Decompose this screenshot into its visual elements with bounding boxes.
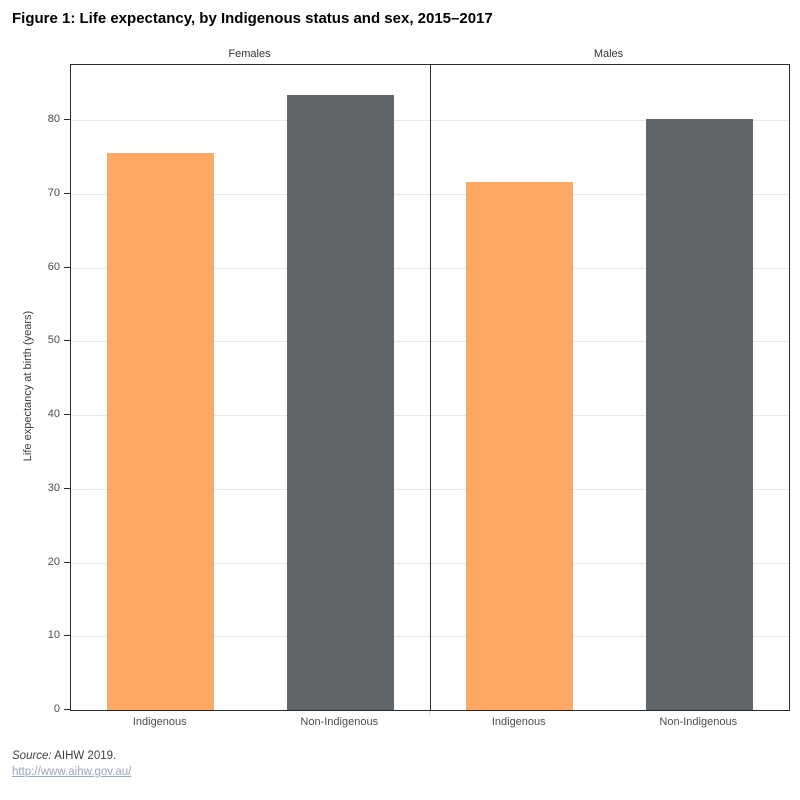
plot-area: [70, 64, 790, 711]
panel-divider: [430, 65, 431, 710]
panel-label-row: Females Males: [70, 46, 788, 62]
x-axis-tick: [429, 711, 430, 715]
y-tick-label-30: 30: [47, 481, 60, 494]
y-tick-label-10: 10: [47, 629, 60, 642]
y-tick-0: [64, 709, 70, 710]
x-label-males-non-indigenous: Non-Indigenous: [659, 716, 738, 728]
y-tick-70: [64, 193, 70, 194]
page-title: Figure 1: Life expectancy, by Indigenous…: [12, 10, 493, 27]
x-label-females-non-indigenous: Non-Indigenous: [300, 716, 379, 728]
y-tick-label-20: 20: [47, 555, 60, 568]
source-link[interactable]: http://www.aihw.gov.au/: [12, 766, 132, 778]
panel-label-males: Males: [593, 48, 624, 60]
bar-males-non-indigenous[interactable]: [645, 118, 753, 710]
y-tick-label-0: 0: [53, 703, 60, 715]
y-tick-label-40: 40: [47, 408, 60, 421]
y-tick-label-50: 50: [47, 334, 60, 347]
bar-females-non-indigenous[interactable]: [286, 95, 394, 710]
source-note: Source: AIHW 2019. http://www.aihw.gov.a…: [12, 748, 131, 780]
y-tick-label-60: 60: [47, 260, 60, 273]
y-tick-20: [64, 561, 70, 563]
source-line: Source: AIHW 2019.: [12, 748, 131, 764]
y-tick-10: [64, 635, 70, 637]
bar-females-indigenous[interactable]: [107, 152, 215, 710]
y-tick-label-80: 80: [47, 113, 60, 126]
y-tick-60: [64, 266, 70, 268]
x-axis-labels: Indigenous Non-Indigenous Indigenous Non-In…: [70, 714, 788, 730]
y-tick-30: [64, 487, 70, 489]
y-tick-40: [64, 414, 70, 416]
x-label-males-indigenous: Indigenous: [491, 716, 546, 728]
x-label-females-indigenous: Indigenous: [132, 716, 187, 728]
y-tick-50: [64, 340, 70, 342]
y-tick-80: [64, 119, 70, 121]
panel-label-females: Females: [228, 48, 271, 60]
source-text: AIHW 2019.: [51, 750, 117, 762]
source-label: Source:: [12, 750, 52, 762]
bar-males-indigenous[interactable]: [466, 182, 574, 710]
y-tick-label-70: 70: [47, 187, 60, 199]
